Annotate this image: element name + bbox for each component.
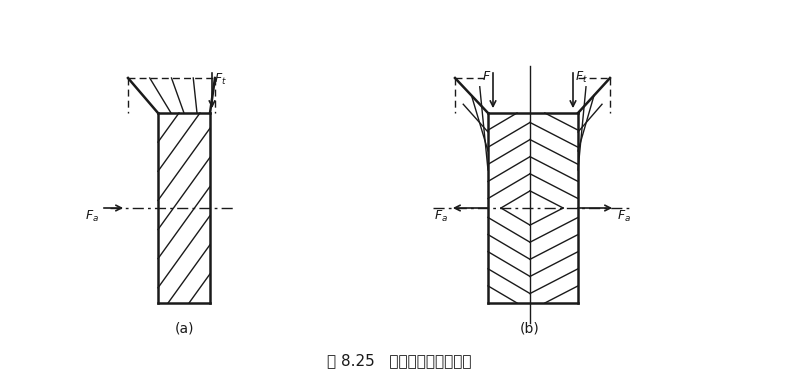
Text: $F_t$: $F_t$	[575, 70, 588, 85]
Text: (b): (b)	[520, 321, 540, 335]
Text: 图 8.25   斜齿轮的轴向作用力: 图 8.25 斜齿轮的轴向作用力	[326, 354, 472, 368]
Text: (a): (a)	[176, 321, 195, 335]
Text: $F$: $F$	[482, 70, 491, 83]
Text: $F_a$: $F_a$	[617, 209, 631, 224]
Text: $F_a$: $F_a$	[85, 209, 99, 224]
Text: $F_a$: $F_a$	[434, 209, 448, 224]
Text: $F_t$: $F_t$	[214, 72, 227, 87]
